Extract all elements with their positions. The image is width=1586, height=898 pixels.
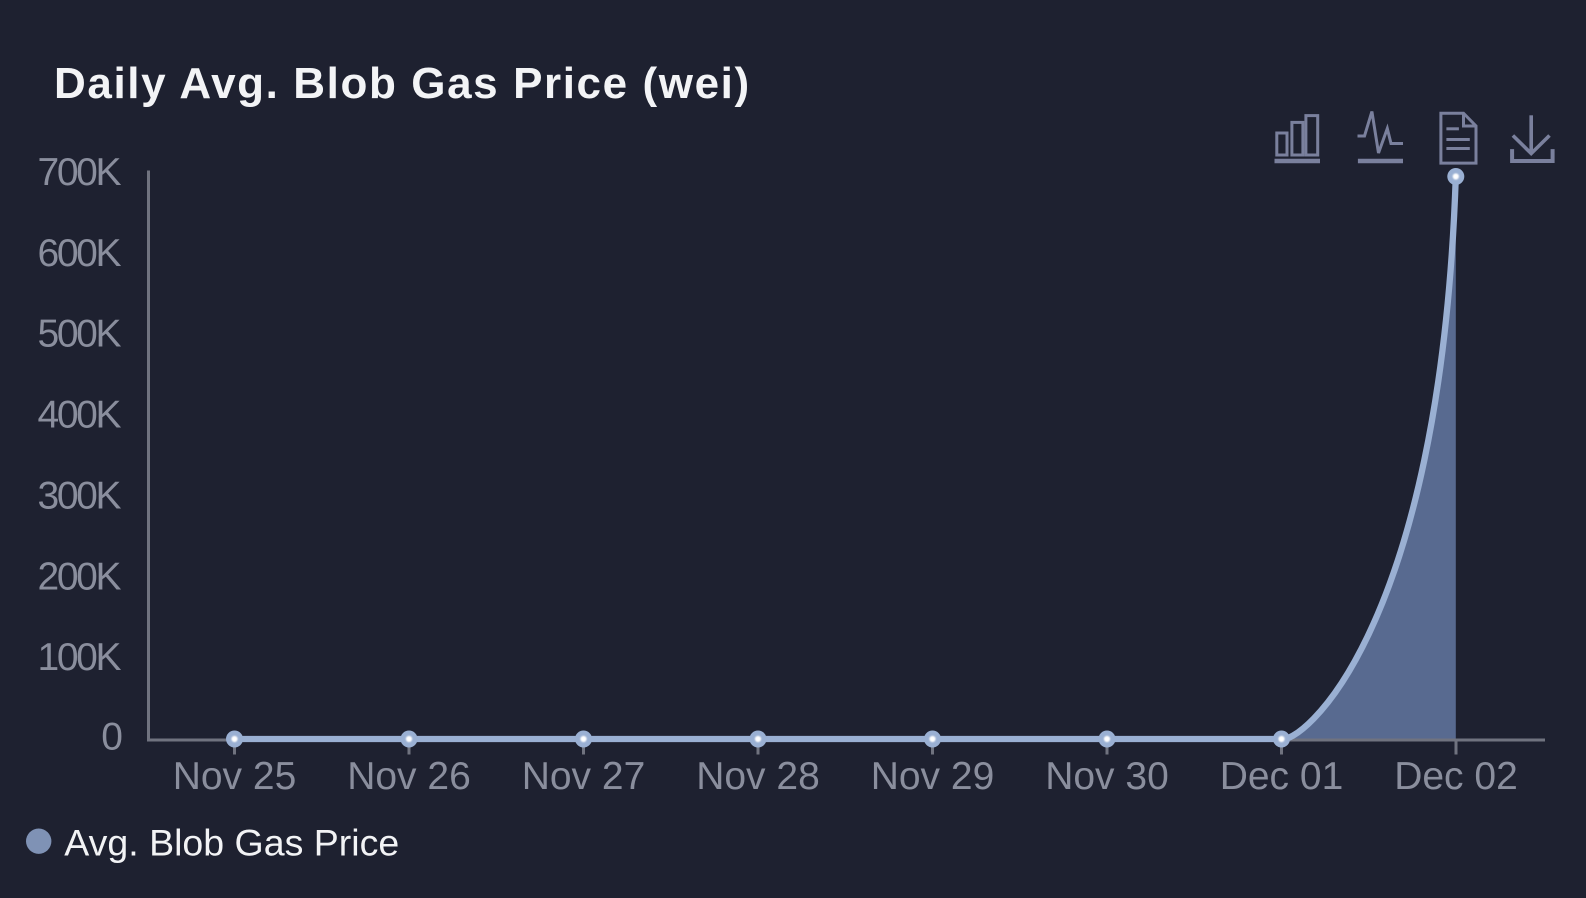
svg-text:300K: 300K xyxy=(38,474,122,517)
svg-text:200K: 200K xyxy=(38,555,122,598)
svg-text:400K: 400K xyxy=(38,394,122,437)
svg-text:500K: 500K xyxy=(38,313,122,356)
svg-text:100K: 100K xyxy=(38,636,122,679)
svg-text:Nov 25: Nov 25 xyxy=(173,755,297,798)
svg-text:Nov 29: Nov 29 xyxy=(871,755,995,798)
svg-text:Nov 28: Nov 28 xyxy=(696,755,820,798)
svg-text:Nov 27: Nov 27 xyxy=(522,755,646,798)
svg-text:Daily Avg. Blob Gas Price (wei: Daily Avg. Blob Gas Price (wei) xyxy=(54,59,751,108)
svg-text:Dec 02: Dec 02 xyxy=(1394,755,1518,798)
svg-text:Dec 01: Dec 01 xyxy=(1220,755,1344,798)
svg-text:700K: 700K xyxy=(38,151,122,194)
svg-text:Nov 26: Nov 26 xyxy=(347,755,471,798)
svg-text:600K: 600K xyxy=(38,232,122,275)
svg-text:Avg. Blob Gas Price: Avg. Blob Gas Price xyxy=(64,821,399,863)
svg-text:0: 0 xyxy=(101,716,123,759)
svg-text:Nov 30: Nov 30 xyxy=(1045,755,1169,798)
